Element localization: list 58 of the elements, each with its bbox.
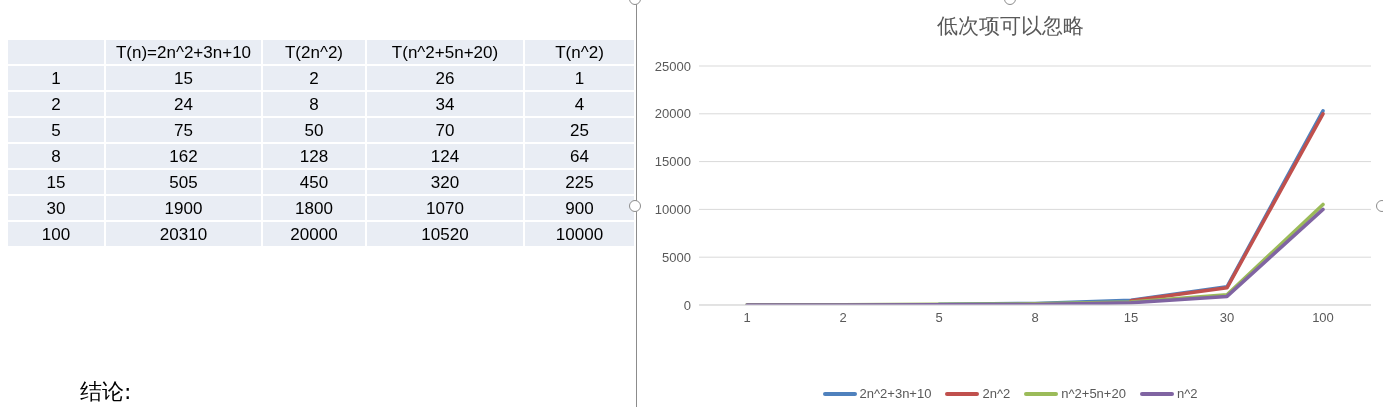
y-tick-label: 1 bbox=[51, 68, 61, 88]
data-label: 1800 bbox=[295, 198, 333, 218]
data-label: 50 bbox=[304, 120, 324, 140]
y-tick-label: 5000 bbox=[662, 249, 691, 265]
data-label: 2 bbox=[309, 68, 319, 88]
data-label: 20000 bbox=[290, 224, 338, 244]
x-tick-label: T(n^2) bbox=[555, 42, 604, 62]
data-label: 4 bbox=[574, 94, 585, 114]
x-tick-label: T(2n^2) bbox=[284, 42, 344, 62]
y-tick-label: 100 bbox=[41, 224, 71, 244]
data-label: 1070 bbox=[426, 198, 464, 218]
data-label: 1 bbox=[574, 68, 585, 88]
y-tick-label: 0 bbox=[683, 297, 691, 313]
data-label: 10520 bbox=[421, 224, 469, 244]
data-label: 450 bbox=[299, 172, 329, 192]
legend-label: n^2 bbox=[1176, 386, 1198, 401]
y-tick-label: 30 bbox=[46, 198, 66, 218]
data-label: 15 bbox=[174, 68, 193, 88]
y-tick-label: 10000 bbox=[654, 202, 691, 218]
data-label: 26 bbox=[435, 68, 455, 88]
text: 结论: bbox=[80, 379, 132, 405]
chart-title: 低次项可以忽略 bbox=[936, 13, 1085, 40]
data-label: 64 bbox=[570, 146, 589, 166]
legend-label: 2n^2+3n+10 bbox=[859, 386, 932, 401]
y-tick-label: 2 bbox=[51, 94, 61, 114]
data-label: 1900 bbox=[164, 198, 203, 218]
data-label: 10000 bbox=[555, 224, 604, 244]
y-tick-label: 15 bbox=[46, 172, 66, 192]
data-label: 20310 bbox=[159, 224, 208, 244]
data-label: 124 bbox=[430, 146, 460, 166]
data-label: 25 bbox=[570, 120, 589, 140]
data-label: 505 bbox=[169, 172, 198, 192]
x-tick-label: 15 bbox=[1123, 310, 1139, 326]
x-tick-label: 5 bbox=[935, 310, 943, 326]
y-tick-label: 20000 bbox=[654, 106, 691, 122]
y-tick-label: 15000 bbox=[654, 154, 691, 170]
data-label: 225 bbox=[565, 172, 594, 192]
legend-label: n^2+5n+20 bbox=[1061, 386, 1126, 401]
data-label: 24 bbox=[174, 94, 193, 114]
data-label: 8 bbox=[309, 94, 319, 114]
y-tick-label: 25000 bbox=[654, 58, 691, 74]
data-label: 128 bbox=[299, 146, 329, 166]
y-tick-label: 8 bbox=[51, 146, 61, 166]
legend-label: 2n^2 bbox=[982, 386, 1011, 401]
data-label: 75 bbox=[174, 120, 193, 140]
x-tick-label: T(n)=2n^2+3n+10 bbox=[115, 42, 252, 62]
data-label: 320 bbox=[430, 172, 460, 192]
y-tick-label: 5 bbox=[51, 120, 61, 140]
data-label: 900 bbox=[565, 198, 594, 218]
x-tick-label: 30 bbox=[1219, 310, 1235, 326]
x-tick-label: 100 bbox=[1312, 310, 1334, 326]
x-tick-label: 8 bbox=[1031, 310, 1039, 326]
x-tick-label: 2 bbox=[839, 310, 847, 326]
data-label: 162 bbox=[169, 146, 198, 166]
x-tick-label: 1 bbox=[743, 310, 751, 326]
data-label: 70 bbox=[435, 120, 455, 140]
data-label: 34 bbox=[435, 94, 455, 114]
x-tick-label: T(n^2+5n+20) bbox=[391, 42, 499, 62]
